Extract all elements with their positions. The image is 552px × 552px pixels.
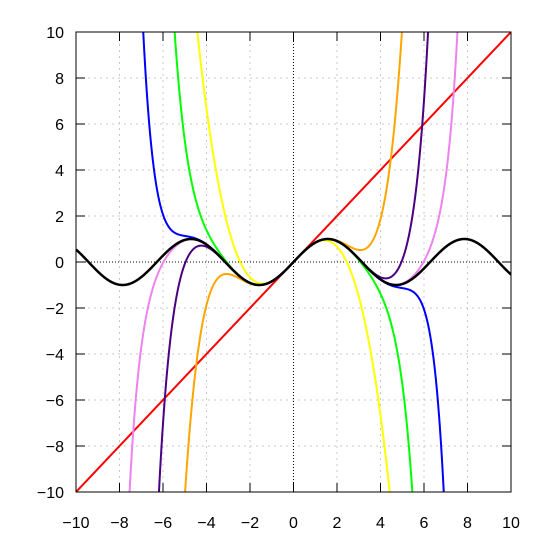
- series-line-0: [76, 237, 511, 287]
- x-tick-label: 2: [333, 515, 342, 532]
- ticks: [75, 31, 512, 493]
- y-tick-labels: −10 −8 −6 −4 −2 0 2 4 6 8 10: [37, 25, 64, 502]
- x-tick-label: −2: [241, 515, 259, 532]
- y-tick-label: −10: [37, 485, 64, 502]
- y-tick-label: 0: [55, 255, 64, 272]
- series-group: [76, 32, 511, 492]
- y-tick-label: −2: [46, 301, 64, 318]
- x-tick-label: −8: [110, 515, 128, 532]
- y-tick-label: 4: [55, 163, 64, 180]
- y-tick-label: 10: [46, 25, 64, 42]
- x-tick-label: −6: [154, 515, 172, 532]
- y-tick-label: −6: [46, 393, 64, 410]
- x-tick-label: 4: [376, 515, 385, 532]
- x-tick-label: −4: [197, 515, 215, 532]
- y-tick-label: 8: [55, 71, 64, 88]
- y-tick-label: −4: [46, 347, 64, 364]
- x-tick-labels: −10 −8 −6 −4 −2 0 2 4 6 8 10: [62, 515, 520, 532]
- x-tick-label: 6: [420, 515, 429, 532]
- x-tick-label: 8: [463, 515, 472, 532]
- y-tick-label: 2: [55, 209, 64, 226]
- zero-axes: [76, 32, 511, 492]
- x-tick-label: −10: [62, 515, 89, 532]
- y-tick-label: −8: [46, 439, 64, 456]
- x-tick-label: 0: [289, 515, 298, 532]
- y-tick-label: 6: [55, 117, 64, 134]
- x-tick-label: 10: [502, 515, 520, 532]
